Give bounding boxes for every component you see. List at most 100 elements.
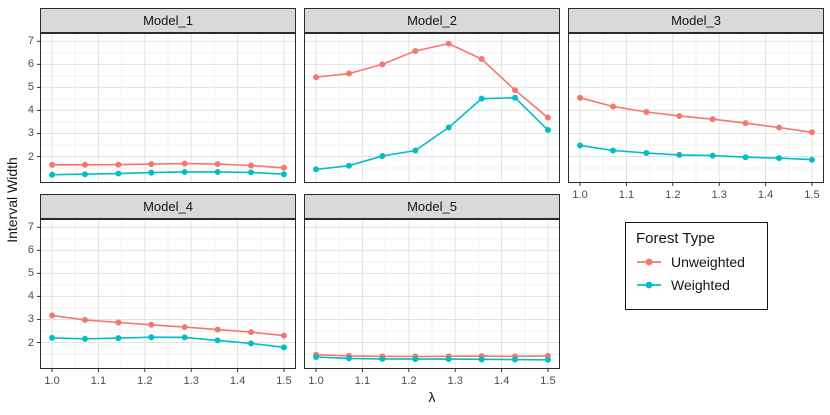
series-weighted-Model_4 bbox=[49, 334, 287, 351]
y-tick-label: 2 bbox=[27, 336, 34, 349]
data-point bbox=[248, 169, 255, 176]
data-point bbox=[544, 114, 551, 121]
weighted-line-key-icon bbox=[637, 281, 661, 289]
data-point bbox=[280, 344, 287, 351]
x-tick-label: 1.1 bbox=[90, 375, 107, 387]
data-point bbox=[115, 335, 122, 342]
data-point bbox=[313, 166, 320, 173]
data-point bbox=[81, 171, 88, 178]
data-point bbox=[512, 356, 519, 363]
data-point bbox=[709, 116, 716, 123]
data-point bbox=[345, 355, 352, 362]
facet-strip: Model_2 bbox=[304, 8, 560, 33]
y-tick-label: 5 bbox=[27, 267, 34, 280]
x-tick-label: 1.4 bbox=[229, 375, 246, 387]
data-point bbox=[776, 155, 783, 162]
data-point bbox=[345, 70, 352, 77]
x-tick-label: 1.5 bbox=[804, 189, 820, 201]
panel-Model_1 bbox=[37, 33, 296, 183]
y-tick-label: 5 bbox=[27, 81, 34, 94]
data-point bbox=[280, 332, 287, 339]
x-tick-label: 1.0 bbox=[308, 375, 324, 387]
data-point bbox=[49, 161, 56, 168]
facet-strip-label: Model_5 bbox=[407, 199, 457, 214]
x-tick-label: 1.1 bbox=[354, 375, 371, 387]
y-tick-label: 4 bbox=[27, 290, 34, 303]
data-point bbox=[577, 142, 584, 149]
data-point bbox=[313, 74, 320, 81]
data-point bbox=[214, 326, 221, 333]
data-point bbox=[181, 168, 188, 175]
data-point bbox=[544, 356, 551, 363]
facet-Model_4: Model_4 bbox=[37, 194, 296, 372]
data-point bbox=[742, 120, 749, 127]
data-point bbox=[544, 127, 551, 134]
data-point bbox=[379, 153, 386, 160]
data-point bbox=[181, 324, 188, 331]
data-point bbox=[49, 171, 56, 178]
panel-Model_4 bbox=[37, 219, 296, 372]
unweighted-line-key-icon bbox=[637, 258, 661, 266]
data-point bbox=[445, 40, 452, 47]
data-point bbox=[609, 103, 616, 110]
data-point bbox=[280, 164, 287, 171]
data-point bbox=[148, 334, 155, 341]
x-tick-label: 1.0 bbox=[44, 375, 60, 387]
series-weighted-Model_5 bbox=[313, 354, 551, 363]
y-tick-label: 6 bbox=[27, 244, 34, 257]
data-point bbox=[709, 152, 716, 159]
series-unweighted-Model_1 bbox=[49, 160, 287, 171]
y-tick-label: 6 bbox=[27, 58, 34, 71]
x-tick-label: 1.1 bbox=[618, 189, 635, 201]
data-point bbox=[478, 56, 485, 63]
data-point bbox=[412, 147, 419, 154]
x-tick-label: 1.5 bbox=[276, 375, 292, 387]
data-point bbox=[577, 94, 584, 101]
legend-label-unweighted: Unweighted bbox=[671, 254, 745, 270]
data-point bbox=[676, 112, 683, 119]
data-point bbox=[49, 334, 56, 341]
facet-Model_2: Model_2 bbox=[304, 8, 560, 183]
facet-strip-label: Model_2 bbox=[407, 13, 457, 28]
facet-strip: Model_5 bbox=[304, 194, 560, 219]
data-point bbox=[181, 160, 188, 167]
data-point bbox=[148, 321, 155, 328]
data-point bbox=[248, 162, 255, 169]
data-point bbox=[214, 161, 221, 168]
data-point bbox=[512, 87, 519, 94]
x-tick-label: 1.3 bbox=[447, 375, 463, 387]
x-tick-label: 1.2 bbox=[665, 189, 681, 201]
y-tick-label: 3 bbox=[27, 127, 34, 140]
data-point bbox=[742, 154, 749, 161]
x-tick-label: 1.3 bbox=[711, 189, 727, 201]
x-tick-label: 1.2 bbox=[401, 375, 417, 387]
series-unweighted-Model_3 bbox=[577, 94, 815, 136]
data-point bbox=[512, 94, 519, 101]
data-point bbox=[148, 169, 155, 176]
data-point bbox=[379, 355, 386, 362]
facet-strip-label: Model_3 bbox=[671, 13, 721, 28]
data-point bbox=[280, 171, 287, 178]
data-point bbox=[412, 356, 419, 363]
facet-strip-label: Model_4 bbox=[143, 199, 193, 214]
series-unweighted-Model_2 bbox=[313, 40, 551, 121]
facet-strip: Model_1 bbox=[40, 8, 296, 33]
data-point bbox=[643, 109, 650, 116]
y-tick-label: 7 bbox=[27, 221, 34, 234]
data-point bbox=[379, 61, 386, 68]
x-tick-label: 1.5 bbox=[540, 375, 556, 387]
data-point bbox=[214, 168, 221, 175]
facet-strip: Model_4 bbox=[40, 194, 296, 219]
data-point bbox=[609, 147, 616, 154]
data-point bbox=[676, 151, 683, 158]
x-tick-label: 1.3 bbox=[183, 375, 199, 387]
x-tick-label: 1.4 bbox=[493, 375, 510, 387]
facet-Model_3: Model_3 bbox=[568, 8, 824, 186]
data-point bbox=[148, 161, 155, 168]
x-tick-label: 1.4 bbox=[757, 189, 774, 201]
panel-Model_2 bbox=[304, 33, 560, 183]
data-point bbox=[345, 162, 352, 169]
data-point bbox=[115, 170, 122, 177]
data-point bbox=[81, 161, 88, 168]
